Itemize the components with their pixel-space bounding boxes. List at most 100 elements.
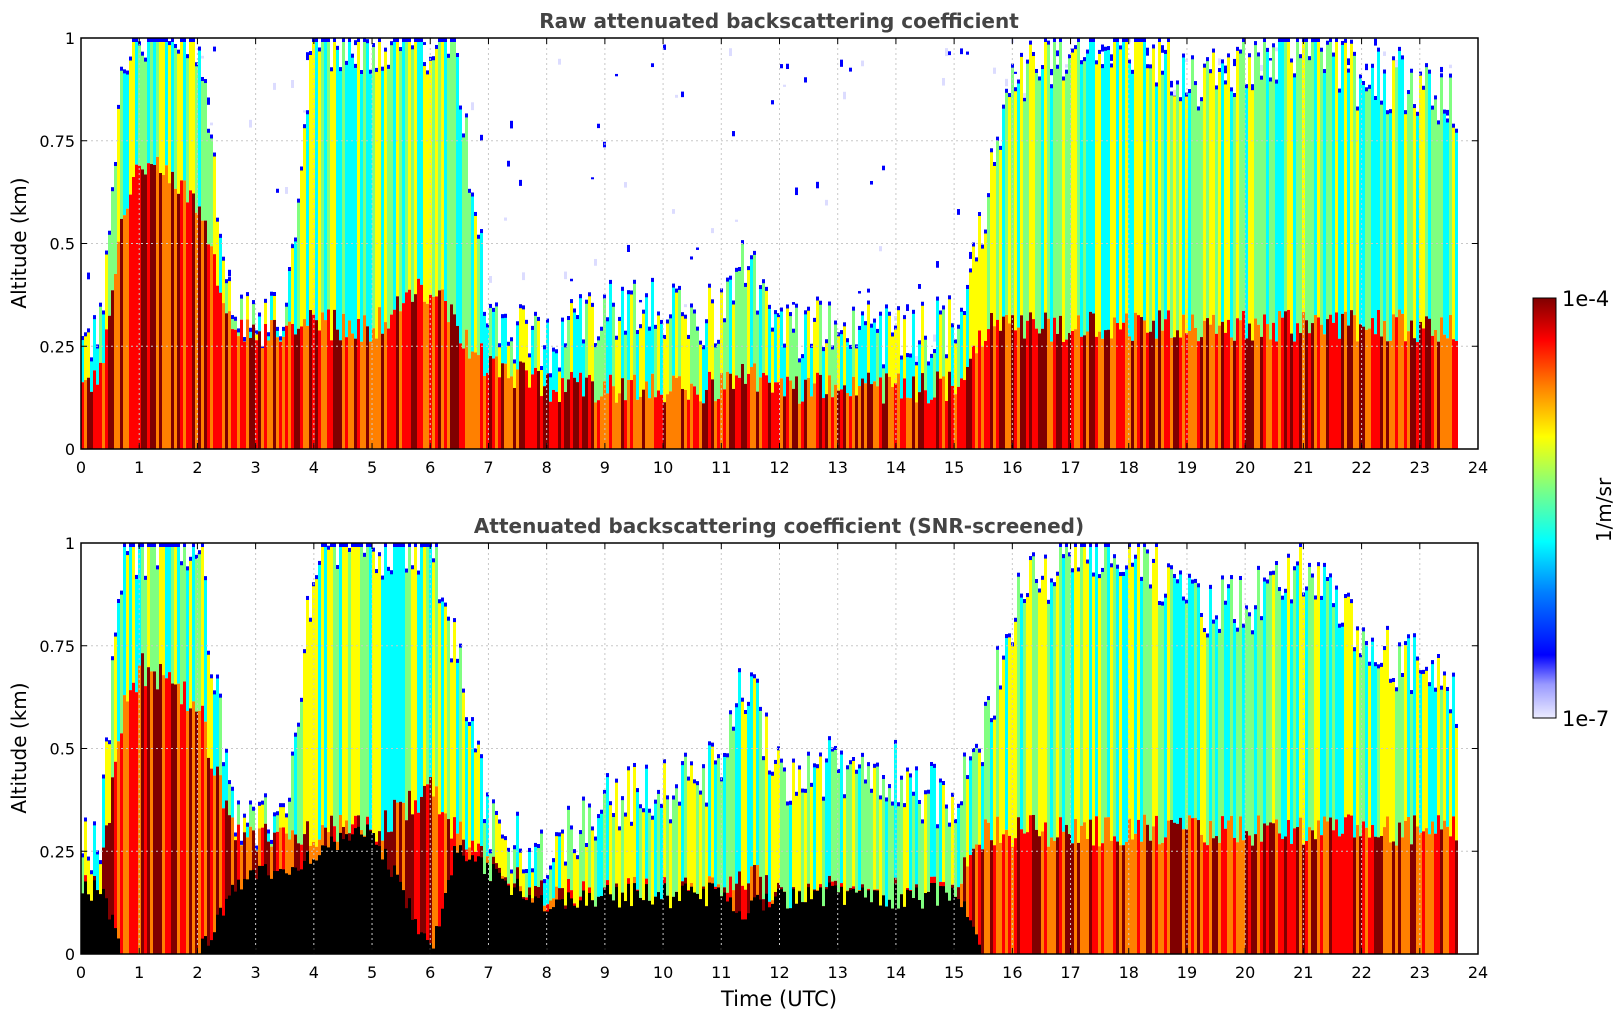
heatmap-edge [912,309,915,314]
heatmap-cell [654,324,657,398]
heatmap-column [1245,605,1248,954]
heatmap-cell [387,328,390,449]
heatmap-cell [969,268,972,359]
heatmap-column [1167,563,1170,954]
heatmap-edge [1248,612,1251,617]
heatmap-cell [1206,845,1209,954]
heatmap-edge [1398,46,1401,51]
heatmap-cell [201,77,204,221]
heatmap-edge [1101,64,1104,69]
heatmap-column [606,317,609,449]
noise-cell [504,217,507,221]
heatmap-column [1068,552,1071,954]
heatmap-cell [1389,109,1392,341]
heatmap-column [618,316,621,449]
heatmap-edge [1194,578,1197,583]
heatmap-edge [870,788,873,793]
heatmap-cell [684,752,687,878]
heatmap-column [909,353,912,449]
heatmap-cell [1374,836,1377,954]
heatmap-cell [201,705,204,954]
heatmap-column [1350,39,1353,449]
screened-cell [612,900,615,954]
heatmap-cell [1083,543,1086,823]
heatmap-cell [1023,97,1026,339]
heatmap-cell [510,869,513,896]
heatmap-cell [453,314,456,449]
heatmap-edge [153,38,156,42]
heatmap-edge [1335,585,1338,590]
heatmap-cell [1041,831,1044,954]
heatmap-cell [624,812,627,902]
heatmap-cell [843,322,846,386]
heatmap-cell [474,748,477,852]
heatmap-column [1428,682,1431,954]
heatmap-cell [300,326,303,449]
heatmap-cell [312,582,315,842]
screened-cell [309,863,312,954]
heatmap-edge [459,643,462,648]
heatmap-edge [402,543,405,547]
heatmap-cell [939,778,942,882]
screened-cell [570,898,573,954]
heatmap-edge [735,267,738,272]
screened-cell [789,908,792,954]
heatmap-column [1338,88,1341,449]
screened-cell [807,887,810,954]
heatmap-edge [252,300,255,305]
heatmap-cell [417,278,420,449]
heatmap-cell [1404,641,1407,821]
heatmap-edge [798,765,801,770]
heatmap-cell [846,765,849,891]
heatmap-edge [114,162,117,167]
heatmap-column [1254,41,1257,449]
heatmap-cell [1221,321,1224,449]
heatmap-cell [1338,623,1341,837]
heatmap-cell [93,370,96,449]
heatmap-cell [438,290,441,449]
heatmap-column [651,63,654,449]
heatmap-edge [1002,655,1005,660]
heatmap-cell [126,551,129,702]
heatmap-column [516,811,519,954]
heatmap-column [519,848,522,954]
heatmap-edge [318,47,321,52]
heatmap-column [798,765,801,954]
heatmap-edge [1113,38,1116,42]
heatmap-edge [177,49,180,54]
heatmap-cell [489,356,492,449]
heatmap-cell [1209,584,1212,821]
heatmap-cell [933,397,936,449]
heatmap-cell [225,313,228,449]
heatmap-edge [198,46,201,51]
heatmap-edge [585,299,588,304]
heatmap-column [1053,582,1056,954]
heatmap-cell [558,367,561,402]
heatmap-cell [1074,543,1077,820]
x-tick-label: 4 [309,963,319,982]
heatmap-column [387,566,390,954]
heatmap-column [1245,84,1248,449]
heatmap-cell [288,267,291,322]
screened-cell [588,892,591,954]
heatmap-cell [108,230,111,316]
heatmap-cell [282,336,285,449]
heatmap-cell [1095,543,1098,817]
heatmap-edge [87,328,90,333]
heatmap-edge [756,678,759,683]
screened-cell [282,869,285,954]
heatmap-edge [630,821,633,826]
screened-cell [750,900,753,954]
heatmap-cell [258,331,261,449]
screened-cell [456,852,459,954]
heatmap-column [1203,628,1206,954]
heatmap-edge [204,576,207,581]
heatmap-cell [159,543,162,665]
heatmap-cell [1122,845,1125,954]
heatmap-cell [1197,106,1200,342]
heatmap-edge [486,323,489,328]
heatmap-column [717,754,720,954]
screened-cell [267,875,270,954]
y-tick-label: 0.75 [39,132,75,151]
heatmap-column [291,80,294,449]
